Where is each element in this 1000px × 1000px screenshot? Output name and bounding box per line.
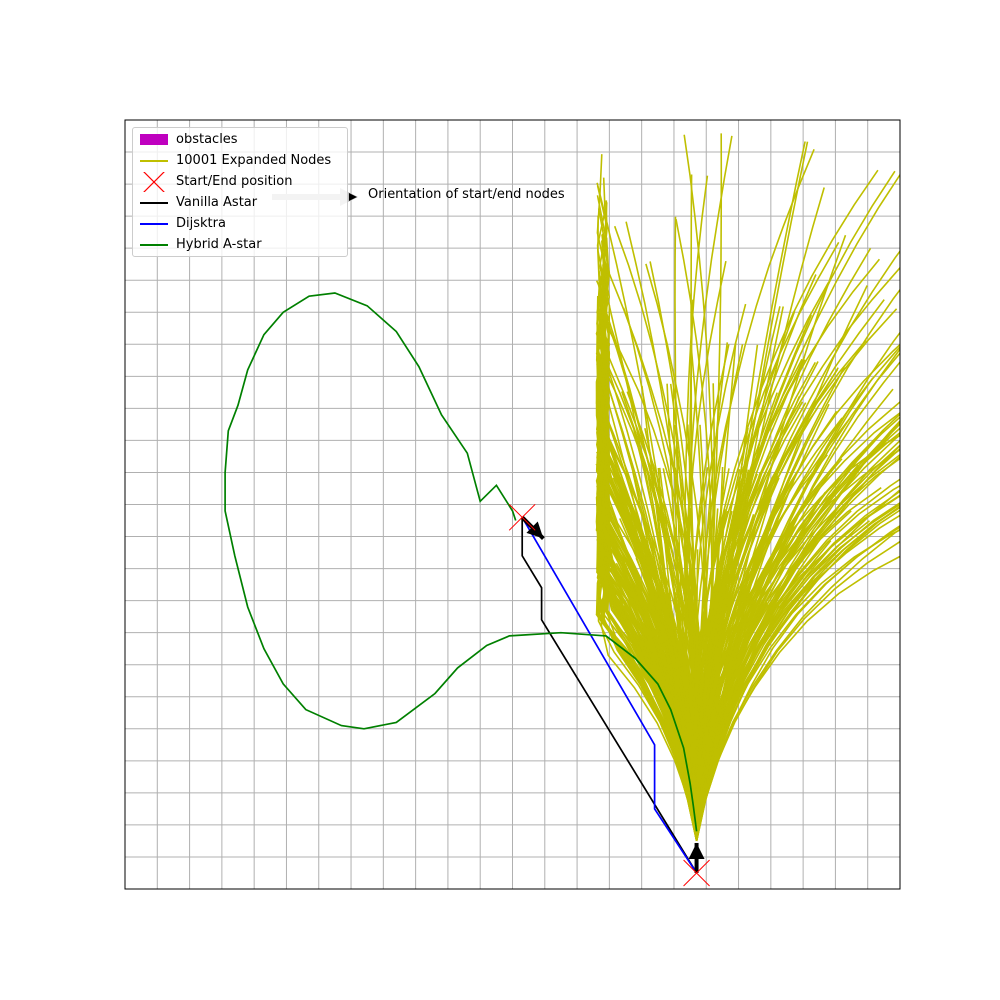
expanded-node-branch xyxy=(695,410,838,841)
vanilla-astar-line-icon xyxy=(140,202,168,204)
expanded-node-branch xyxy=(695,509,900,842)
expanded-node-branch xyxy=(596,377,698,842)
legend-item-start-end: Start/End position xyxy=(133,172,349,192)
expanded-node-branch xyxy=(603,406,698,841)
legend-label: obstacles xyxy=(176,132,238,147)
legend-label: Vanilla Astar xyxy=(176,195,258,210)
expanded-node-branch xyxy=(602,309,698,841)
expanded-node-branch xyxy=(613,225,703,841)
orientation-annotation-label: Orientation of start/end nodes xyxy=(368,187,565,202)
expanded-nodes xyxy=(595,133,900,842)
start-marker xyxy=(683,859,710,887)
x-marker-stroke xyxy=(508,503,536,531)
legend-item-obstacles: obstacles xyxy=(133,130,349,150)
expanded-node-branch xyxy=(695,444,900,842)
expanded-node-branch xyxy=(599,540,698,842)
expanded-node-branch xyxy=(695,506,900,842)
paths xyxy=(224,292,698,874)
legend-item-expanded-nodes: 10001 Expanded Nodes xyxy=(133,151,349,171)
expanded-node-branch xyxy=(695,526,900,842)
expanded-node-branch xyxy=(695,416,900,841)
legend-label: Start/End position xyxy=(176,174,293,189)
dijsktra-line-icon xyxy=(140,223,168,225)
axes-frame xyxy=(124,119,901,890)
expanded-node-branch xyxy=(695,419,900,842)
x-marker-stroke xyxy=(683,859,710,887)
expanded-node-branch xyxy=(606,527,698,841)
annotation-arrow-tip xyxy=(349,193,357,201)
start-orientation-arrow-icon xyxy=(688,842,705,873)
start-end-markers xyxy=(508,503,710,887)
expanded-node-branch xyxy=(695,377,874,842)
legend-item-hybrid-astar: Hybrid A-star xyxy=(133,235,349,255)
legend: obstacles 10001 Expanded Nodes Start/End… xyxy=(132,127,348,257)
expanded-nodes-line-icon xyxy=(140,160,168,162)
x-marker-icon xyxy=(143,172,165,192)
legend-label: 10001 Expanded Nodes xyxy=(176,153,332,168)
legend-item-dijsktra: Dijsktra xyxy=(133,214,349,234)
path-hybrid-a-star xyxy=(224,292,698,832)
expanded-node-branch xyxy=(695,383,716,841)
goal-marker xyxy=(508,503,536,531)
arrow-head xyxy=(688,842,705,859)
legend-label: Dijsktra xyxy=(176,216,226,231)
obstacles-swatch-icon xyxy=(140,134,168,145)
path-vanilla-astar xyxy=(521,517,698,874)
path-dijsktra xyxy=(521,516,698,874)
expanded-node-branch xyxy=(695,529,900,842)
legend-label: Hybrid A-star xyxy=(176,237,262,252)
expanded-node-branch xyxy=(600,465,698,842)
hybrid-astar-line-icon xyxy=(140,244,168,246)
legend-item-vanilla-astar: Vanilla Astar xyxy=(133,193,349,213)
